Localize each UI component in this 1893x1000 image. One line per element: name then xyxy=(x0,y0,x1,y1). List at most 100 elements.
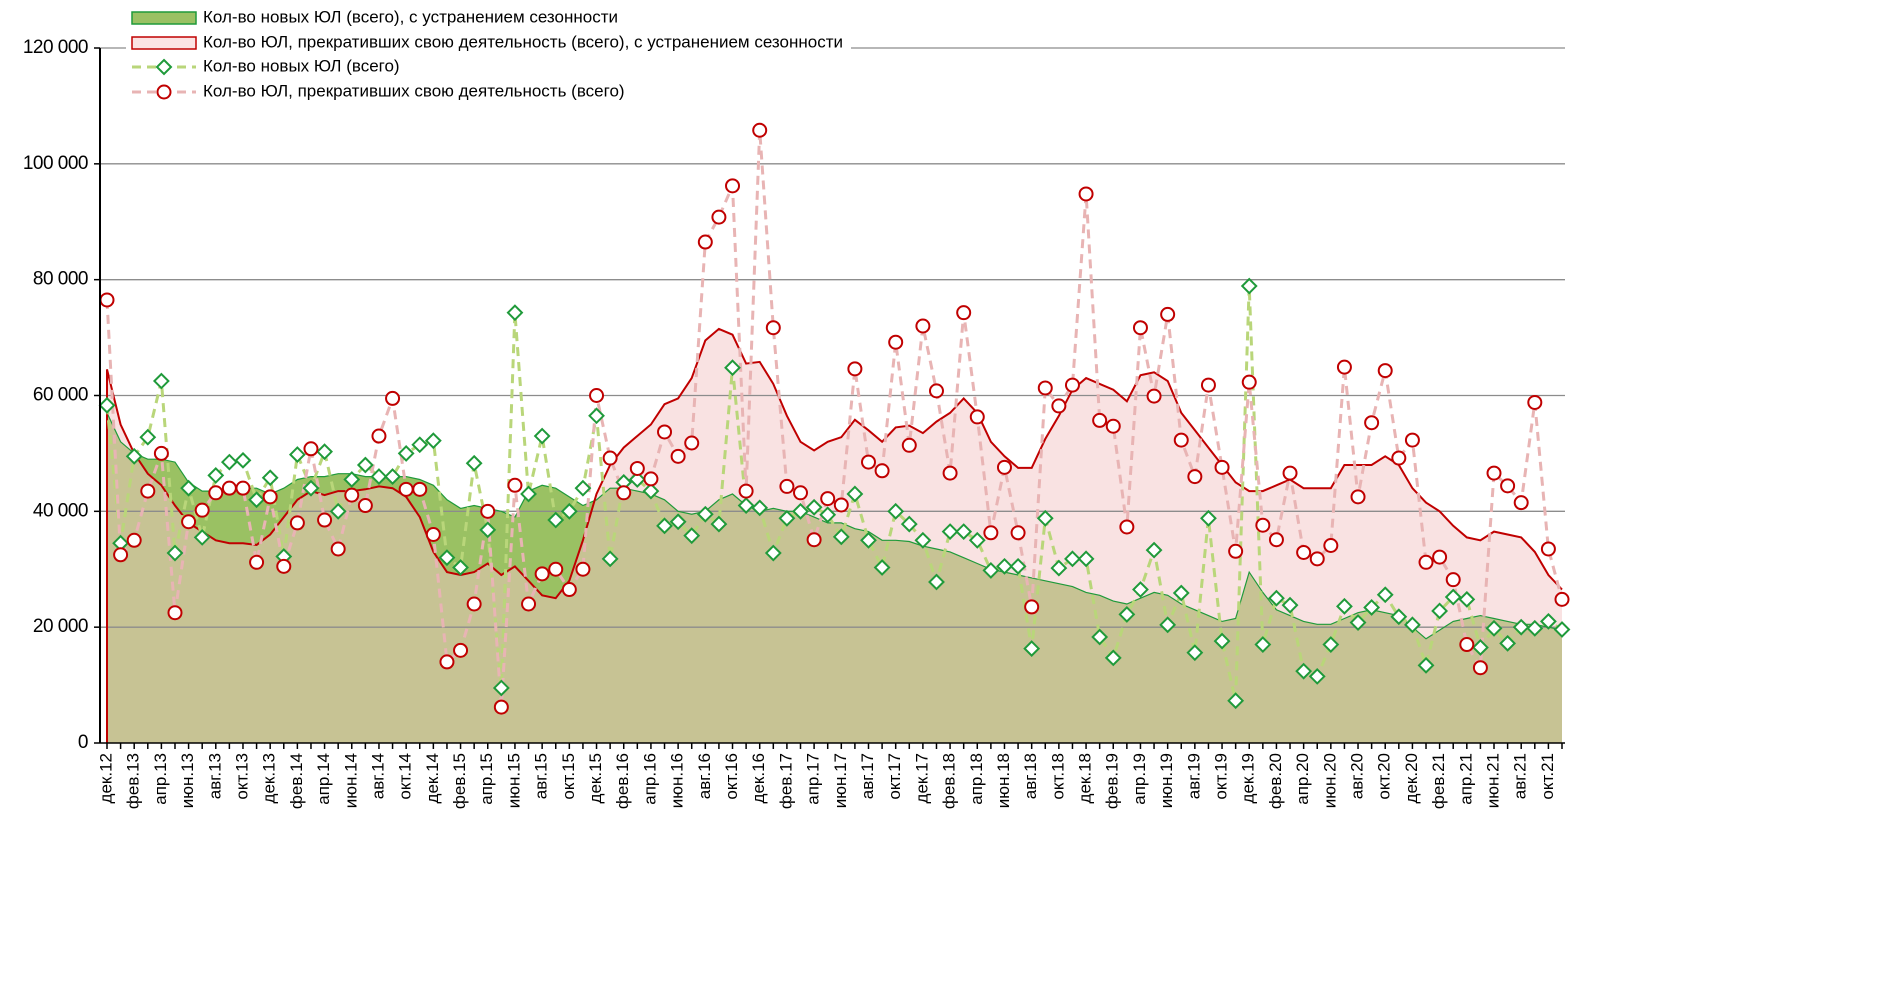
marker xyxy=(1377,363,1393,379)
marker xyxy=(1064,377,1080,393)
marker xyxy=(1105,418,1121,434)
marker xyxy=(99,292,115,308)
marker xyxy=(697,234,713,250)
marker xyxy=(370,468,388,485)
marker xyxy=(1336,597,1353,615)
marker xyxy=(752,122,768,138)
marker xyxy=(1172,584,1190,602)
x-tick-label: апр.21 xyxy=(1456,753,1475,805)
marker xyxy=(969,409,985,425)
marker xyxy=(356,456,374,474)
marker xyxy=(493,699,509,715)
marker xyxy=(1539,612,1557,630)
x-tick-label: апр.16 xyxy=(640,753,659,805)
marker xyxy=(1009,557,1027,575)
marker xyxy=(942,465,958,481)
marker xyxy=(1309,551,1325,567)
marker xyxy=(996,459,1012,475)
marker xyxy=(140,483,156,499)
marker xyxy=(915,318,931,334)
marker xyxy=(371,428,387,444)
legend-label: Кол-во новых ЮЛ (всего) xyxy=(203,56,400,75)
x-tick-label: июн.14 xyxy=(341,753,360,808)
x-tick-label: авг.15 xyxy=(532,753,551,799)
marker xyxy=(560,502,578,520)
marker xyxy=(1322,636,1340,653)
marker xyxy=(901,437,917,453)
marker xyxy=(670,448,686,464)
marker xyxy=(914,531,932,549)
marker xyxy=(220,453,238,471)
marker xyxy=(1553,621,1571,638)
x-tick-label: авг.14 xyxy=(368,753,387,799)
marker xyxy=(208,485,224,501)
x-tick-label: апр.14 xyxy=(314,753,333,805)
x-tick-label: фев.16 xyxy=(613,753,632,809)
x-tick-label: дек.13 xyxy=(260,753,279,803)
x-tick-label: апр.20 xyxy=(1293,753,1312,805)
marker xyxy=(453,642,469,658)
marker xyxy=(193,528,211,546)
marker xyxy=(1458,590,1476,608)
marker xyxy=(1214,459,1230,475)
marker xyxy=(1023,640,1041,658)
marker xyxy=(98,396,116,414)
marker xyxy=(424,432,442,450)
marker xyxy=(317,512,333,528)
marker xyxy=(860,531,877,549)
x-tick-label: фев.17 xyxy=(776,753,795,809)
marker xyxy=(465,454,483,472)
marker xyxy=(1282,465,1298,481)
marker xyxy=(411,436,429,454)
marker xyxy=(873,559,891,576)
marker xyxy=(1363,599,1381,616)
marker xyxy=(1471,639,1489,656)
marker xyxy=(820,491,836,507)
marker xyxy=(968,531,986,549)
marker xyxy=(466,596,482,612)
marker xyxy=(1173,432,1189,448)
marker xyxy=(764,544,782,562)
marker xyxy=(180,479,198,497)
marker xyxy=(832,528,850,546)
marker xyxy=(221,480,237,496)
x-tick-label: авг.21 xyxy=(1511,753,1530,799)
marker xyxy=(1459,637,1475,653)
axes: 0 20 000 40 000 60 000 80 000 100 000 120 000 д… xyxy=(23,37,1565,809)
marker xyxy=(506,304,524,322)
marker xyxy=(860,454,876,470)
marker xyxy=(792,502,809,520)
x-tick-label: дек.18 xyxy=(1076,753,1095,803)
legend-label: Кол-во новых ЮЛ (всего), с устранением с… xyxy=(203,7,618,26)
marker xyxy=(303,441,319,457)
marker xyxy=(1077,550,1095,568)
x-tick-label: фев.19 xyxy=(1103,753,1122,809)
x-tick-label: апр.13 xyxy=(151,753,170,805)
marker xyxy=(1499,634,1517,652)
marker xyxy=(1445,572,1461,588)
marker xyxy=(1255,517,1271,533)
x-tick-label: окт.19 xyxy=(1212,753,1231,800)
legend-label: Кол-во ЮЛ, прекративших свою деятельност… xyxy=(203,81,625,100)
marker xyxy=(1527,394,1543,410)
marker xyxy=(1024,599,1040,615)
legend-marker xyxy=(155,58,173,76)
marker xyxy=(602,450,618,466)
marker xyxy=(438,549,456,567)
marker xyxy=(1050,559,1068,577)
x-tick-label: дек.15 xyxy=(586,753,605,803)
legend-background xyxy=(126,4,851,104)
marker xyxy=(262,489,278,505)
marker xyxy=(139,428,157,446)
legend-marker xyxy=(156,84,172,100)
marker xyxy=(1485,619,1503,637)
legend-label: Кол-во ЮЛ, прекративших свою деятельност… xyxy=(203,32,843,51)
marker xyxy=(575,561,591,577)
marker xyxy=(805,498,823,516)
x-tick-label: дек.20 xyxy=(1402,753,1421,803)
marker xyxy=(547,511,565,529)
marker xyxy=(751,499,769,517)
marker xyxy=(385,390,401,406)
marker xyxy=(928,573,945,591)
marker xyxy=(1513,495,1529,511)
